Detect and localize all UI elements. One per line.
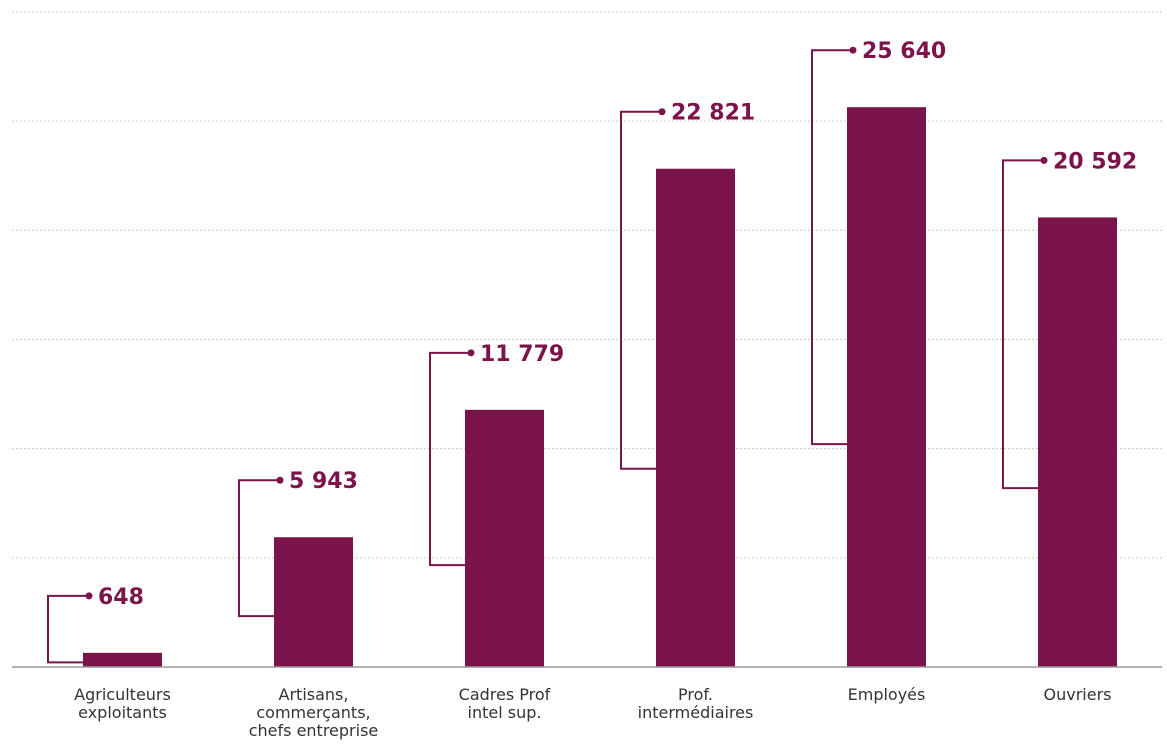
bar: [83, 652, 162, 667]
value-connector: [238, 479, 280, 618]
category-label: Employés: [848, 685, 926, 704]
category-label: Prof. intermédiaires: [638, 685, 754, 722]
bars: [83, 107, 1117, 667]
value-connectors: [47, 46, 1048, 664]
category-label: Artisans, commerçants, chefs entreprise: [249, 685, 379, 740]
value-connector: [429, 351, 471, 567]
bar: [656, 168, 735, 667]
connector-dot: [1040, 156, 1048, 164]
value-label: 648: [98, 585, 144, 610]
connector-dot: [85, 592, 93, 600]
value-label: 5 943: [289, 469, 358, 494]
bar: [847, 107, 926, 667]
category-label: Cadres Prof intel sup.: [459, 685, 551, 722]
connector-dot: [467, 349, 475, 357]
value-labels: 648 5 943 11 779 22 821 25 640 20 592: [98, 39, 1137, 610]
value-label: 11 779: [480, 342, 564, 367]
gridlines: [12, 11, 1162, 559]
value-connector: [811, 49, 853, 446]
bar: [274, 537, 353, 667]
value-label: 22 821: [671, 101, 755, 126]
value-label: 25 640: [862, 39, 946, 64]
value-connector: [1002, 159, 1044, 490]
value-connector: [620, 110, 662, 470]
connector-dot: [849, 46, 857, 54]
connector-dot: [658, 108, 666, 116]
category-label: Ouvriers: [1044, 685, 1112, 704]
category-label: Agriculteurs exploitants: [74, 685, 171, 722]
value-connector: [47, 594, 89, 664]
bar: [1038, 217, 1117, 667]
value-label: 20 592: [1053, 149, 1137, 174]
category-labels: Agriculteurs exploitants Artisans, commerça…: [74, 685, 1111, 740]
connector-dot: [276, 476, 284, 484]
bar: [465, 409, 544, 667]
